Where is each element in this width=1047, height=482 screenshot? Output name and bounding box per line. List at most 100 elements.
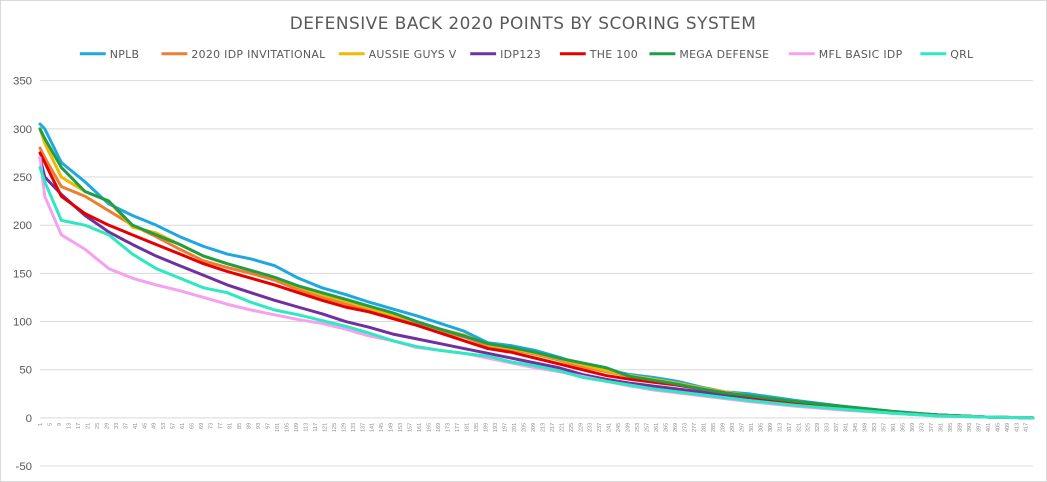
x-tick-label: 345 xyxy=(853,423,859,432)
x-tick-label: 197 xyxy=(502,423,508,432)
x-tick-label: 281 xyxy=(701,423,707,432)
x-tick-label: 45 xyxy=(142,423,148,429)
x-tick-label: 77 xyxy=(218,423,224,429)
x-tick-label: 349 xyxy=(863,423,869,432)
y-tick-label: 0 xyxy=(26,413,32,425)
x-tick-label: 65 xyxy=(190,423,196,429)
x-tick-label: 333 xyxy=(825,423,831,432)
x-tick-label: 369 xyxy=(910,423,916,432)
x-tick-label: 157 xyxy=(408,423,414,432)
y-tick-label: 350 xyxy=(13,76,32,88)
x-tick-label: 97 xyxy=(265,423,271,429)
x-tick-label: 241 xyxy=(607,423,613,432)
series-line-mfl-basic-idp xyxy=(38,156,1035,420)
x-tick-label: 49 xyxy=(152,423,158,429)
x-tick-label: 305 xyxy=(758,423,764,432)
x-tick-label: 17 xyxy=(76,423,82,429)
x-tick-label: 373 xyxy=(919,423,925,432)
x-tick-label: 129 xyxy=(341,423,347,432)
x-tick-label: 85 xyxy=(237,423,243,429)
x-tick-label: 277 xyxy=(692,423,698,432)
x-tick-label: 173 xyxy=(446,423,452,432)
x-tick-label: 133 xyxy=(351,423,357,432)
x-tick-label: 321 xyxy=(796,423,802,432)
x-tick-label: 109 xyxy=(294,423,300,432)
x-tick-label: 269 xyxy=(673,423,679,432)
x-tick-label: 417 xyxy=(1024,423,1030,432)
x-tick-label: 393 xyxy=(967,423,973,432)
x-tick-label: 9 xyxy=(57,423,63,426)
x-tick-label: 341 xyxy=(844,423,850,432)
x-tick-label: 301 xyxy=(749,423,755,432)
x-tick-label: 257 xyxy=(645,423,651,432)
x-tick-label: 357 xyxy=(882,423,888,432)
x-tick-label: 193 xyxy=(493,423,499,432)
x-tick-label: 209 xyxy=(531,423,537,432)
y-tick-label: -50 xyxy=(16,461,33,473)
x-tick-label: 37 xyxy=(123,423,129,429)
plot-series xyxy=(38,122,1035,420)
x-tick-label: 217 xyxy=(550,423,556,432)
x-tick-label: 29 xyxy=(104,423,110,429)
x-tick-label: 117 xyxy=(313,423,319,432)
x-tick-label: 141 xyxy=(370,423,376,432)
y-axis: -50 0 50 100 150 200 250 300 350 xyxy=(13,76,32,473)
y-tick-label: 300 xyxy=(13,124,32,136)
x-tick-label: 297 xyxy=(739,423,745,432)
x-tick-label: 41 xyxy=(133,423,139,429)
x-tick-label: 405 xyxy=(995,423,1001,432)
x-tick-label: 245 xyxy=(616,423,622,432)
x-tick-label: 153 xyxy=(398,423,404,432)
x-tick-label: 181 xyxy=(465,423,471,432)
x-tick-label: 221 xyxy=(559,423,565,432)
x-tick-label: 377 xyxy=(929,423,935,432)
legend-label: 2020 IDP INVITATIONAL xyxy=(191,48,326,61)
x-tick-label: 285 xyxy=(711,423,717,432)
x-tick-label: 89 xyxy=(247,423,253,429)
x-tick-label: 233 xyxy=(588,423,594,432)
x-tick-label: 325 xyxy=(806,423,812,432)
y-tick-label: 50 xyxy=(19,365,32,377)
x-tick-label: 253 xyxy=(635,423,641,432)
x-tick-label: 73 xyxy=(209,423,215,429)
x-tick-label: 389 xyxy=(957,423,963,432)
x-tick-label: 337 xyxy=(834,423,840,432)
x-tick-label: 169 xyxy=(436,423,442,432)
series-line-qrl xyxy=(38,165,1035,420)
x-tick-label: 201 xyxy=(512,423,518,432)
x-tick-label: 81 xyxy=(228,423,234,429)
x-tick-label: 225 xyxy=(569,423,575,432)
y-tick-label: 150 xyxy=(13,268,32,280)
x-tick-label: 189 xyxy=(483,423,489,432)
series-line-mega-defense xyxy=(38,127,1035,420)
x-tick-label: 353 xyxy=(872,423,878,432)
x-tick-label: 137 xyxy=(360,423,366,432)
x-tick-label: 121 xyxy=(322,423,328,432)
x-tick-label: 249 xyxy=(626,423,632,432)
x-tick-label: 397 xyxy=(976,423,982,432)
x-tick-label: 185 xyxy=(474,423,480,432)
x-tick-label: 205 xyxy=(521,423,527,432)
series-line-the-100 xyxy=(38,151,1035,420)
x-tick-label: 13 xyxy=(66,423,72,429)
x-tick-label: 149 xyxy=(389,423,395,432)
x-tick-label: 293 xyxy=(730,423,736,432)
x-tick-label: 161 xyxy=(417,423,423,432)
x-tick-label: 125 xyxy=(332,423,338,432)
x-tick-label: 177 xyxy=(455,423,461,432)
chart-title: DEFENSIVE BACK 2020 POINTS BY SCORING SY… xyxy=(290,13,757,33)
x-tick-label: 229 xyxy=(578,423,584,432)
x-tick-label: 309 xyxy=(768,423,774,432)
y-tick-label: 250 xyxy=(13,172,32,184)
x-tick-label: 361 xyxy=(891,423,897,432)
x-tick-label: 53 xyxy=(161,423,167,429)
x-tick-label: 101 xyxy=(275,423,281,432)
legend-label: AUSSIE GUYS V xyxy=(369,48,457,61)
x-tick-label: 313 xyxy=(777,423,783,432)
y-tick-label: 100 xyxy=(13,317,32,329)
x-tick-label: 1 xyxy=(38,423,44,426)
x-tick-label: 69 xyxy=(199,423,205,429)
legend-label: MEGA DEFENSE xyxy=(679,48,769,61)
x-tick-label: 61 xyxy=(180,423,186,429)
